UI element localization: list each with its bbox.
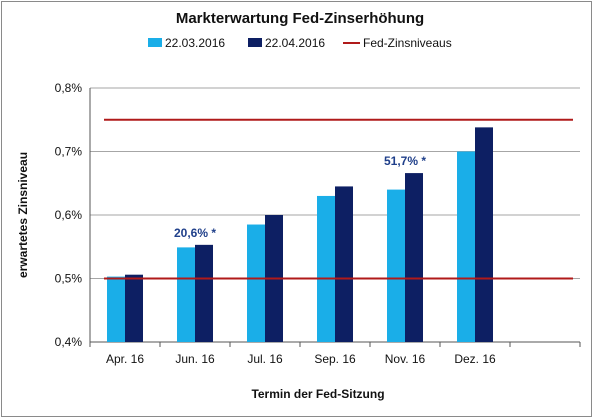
x-tick-label: Jul. 16 [247, 352, 283, 366]
x-tick-label: Apr. 16 [106, 352, 144, 366]
legend-swatch-series-2 [248, 38, 262, 47]
y-tick-label: 0,8% [55, 81, 83, 95]
x-tick-label: Nov. 16 [385, 352, 426, 366]
bar-1 [107, 276, 125, 342]
y-tick-label: 0,6% [55, 208, 83, 222]
bar-2 [405, 173, 423, 342]
legend-label-series-1: 22.03.2016 [165, 36, 225, 50]
bar-2 [475, 127, 493, 343]
legend: 22.03.2016 22.04.2016 Fed-Zinsniveaus [148, 36, 452, 50]
bar-2 [125, 274, 143, 342]
bar-1 [177, 247, 195, 342]
legend-swatch-series-1 [148, 38, 162, 47]
chart-title: Markterwartung Fed-Zinserhöhung [176, 10, 424, 27]
legend-label-series-2: 22.04.2016 [265, 36, 325, 50]
x-tick-label: Sep. 16 [314, 352, 356, 366]
x-axis-title: Termin der Fed-Sitzung [251, 387, 384, 401]
legend-label-reference: Fed-Zinsniveaus [363, 36, 452, 50]
bar-2 [195, 244, 213, 342]
annotation: 20,6% * [174, 226, 216, 240]
bar-2 [335, 186, 353, 342]
y-axis-title: erwartetes Zinsniveau [16, 152, 30, 278]
bar-1 [387, 189, 405, 342]
x-tick-label: Dez. 16 [454, 352, 496, 366]
bar-1 [317, 195, 335, 342]
y-tick-label: 0,5% [55, 272, 83, 286]
x-tick-label: Jun. 16 [175, 352, 215, 366]
plot-area: 0,4% 0,5% 0,6% 0,7% 0,8% Apr. 16 Jun. 16 Jul. 1… [55, 81, 581, 366]
bar-1 [457, 151, 475, 342]
annotation: 51,7% * [384, 154, 426, 168]
bar-1 [247, 224, 265, 342]
y-tick-label: 0,4% [55, 335, 83, 349]
y-tick-label: 0,7% [55, 145, 83, 159]
